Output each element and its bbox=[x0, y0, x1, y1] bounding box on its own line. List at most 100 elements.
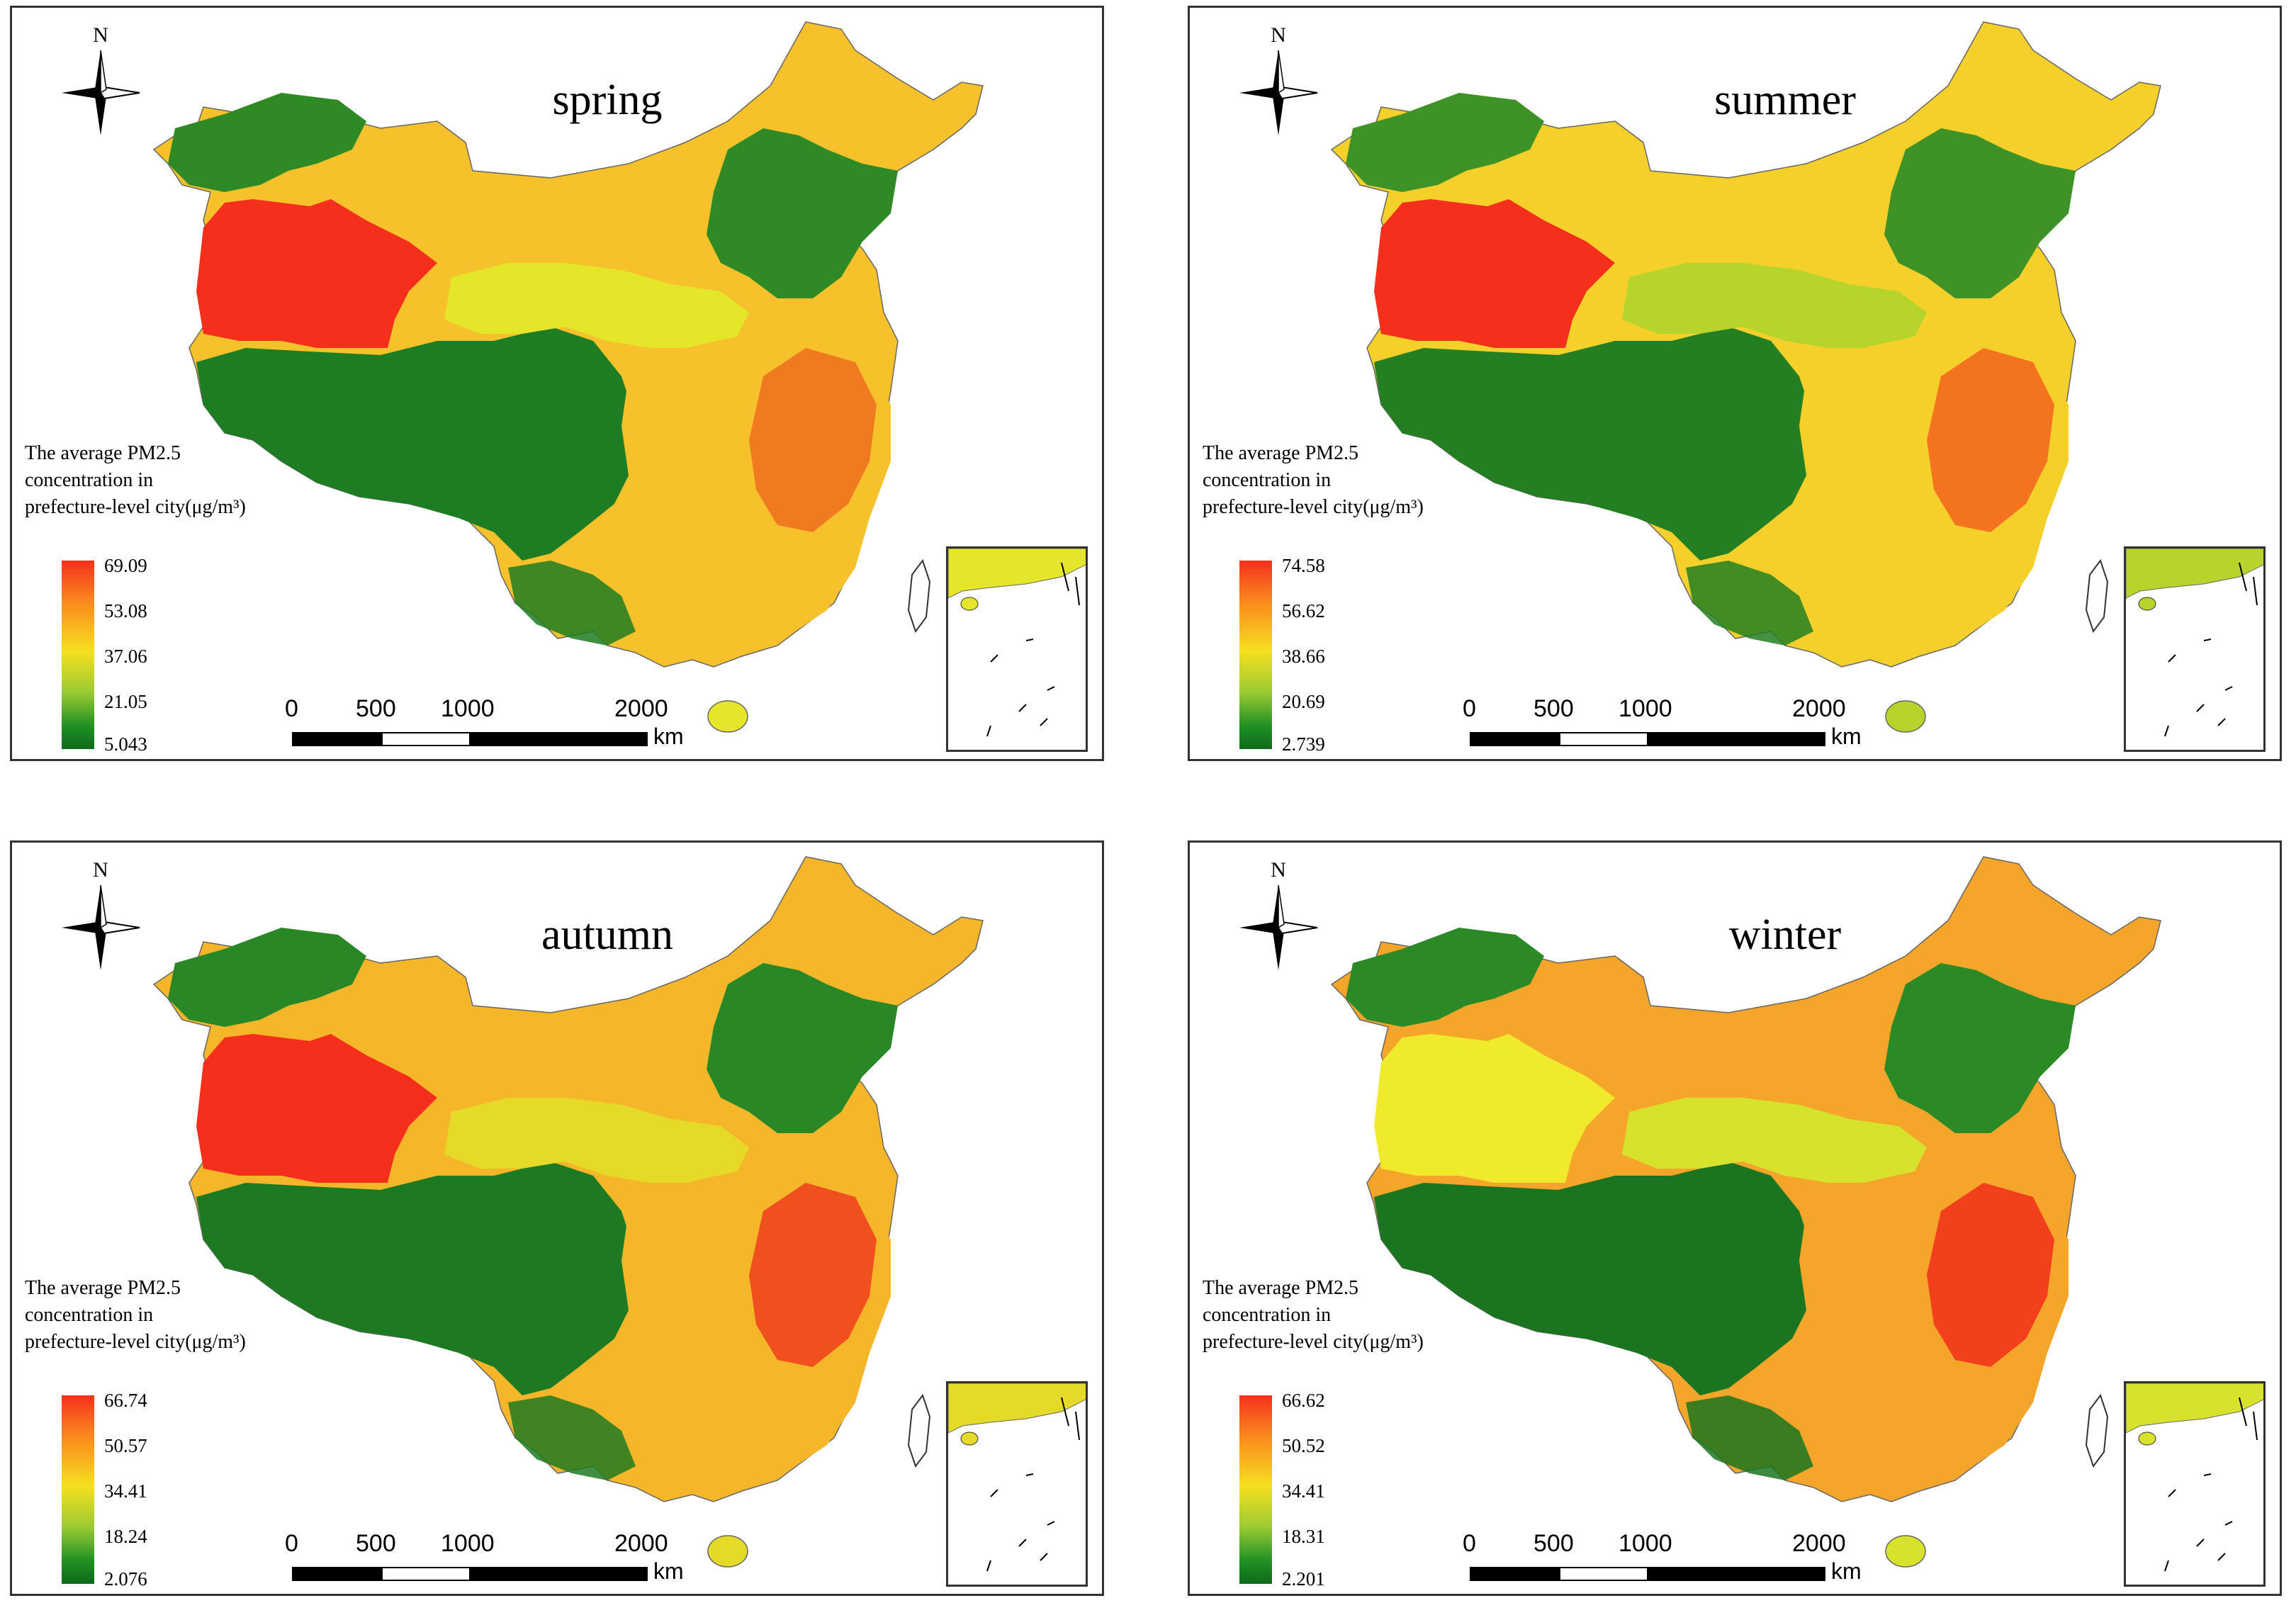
compass-north-arrow-icon bbox=[62, 884, 140, 970]
legend-title-line-1: The average PM2.5 bbox=[25, 1277, 181, 1299]
china-choropleth-map bbox=[152, 856, 984, 1568]
legend-color-ramp bbox=[1239, 561, 1272, 749]
region-north-central bbox=[1622, 263, 1927, 348]
legend-color-ramp bbox=[1239, 1395, 1272, 1584]
scale-label-0: 0 bbox=[285, 1530, 298, 1557]
scale-label-2000: 2000 bbox=[1792, 1530, 1846, 1557]
legend-title: The average PM2.5 concentration in prefe… bbox=[1203, 1275, 1500, 1356]
scale-label-2000: 2000 bbox=[1792, 695, 1846, 722]
scale-label-0: 0 bbox=[1463, 695, 1476, 722]
legend-title-line-3: prefecture-level city(μg/m³) bbox=[25, 496, 246, 518]
legend-title-line-3: prefecture-level city(μg/m³) bbox=[1203, 496, 1424, 518]
north-label: N bbox=[1271, 23, 1286, 47]
compass-north-arrow-icon bbox=[1239, 884, 1318, 970]
scale-bar-segment-2 bbox=[381, 732, 471, 746]
region-north-central bbox=[444, 1098, 749, 1183]
china-choropleth-map bbox=[1330, 856, 2161, 1568]
legend-color-ramp bbox=[62, 561, 94, 749]
inset-hainan bbox=[960, 1432, 979, 1446]
inset-hainan bbox=[2138, 1432, 2156, 1446]
region-south-green bbox=[508, 1395, 636, 1480]
region-north-central bbox=[444, 263, 749, 348]
scale-label-500: 500 bbox=[1534, 695, 1574, 722]
legend-title: The average PM2.5 concentration in prefe… bbox=[25, 440, 322, 521]
scale-label-1000: 1000 bbox=[1619, 695, 1672, 722]
scale-label-0: 0 bbox=[285, 695, 298, 722]
inset-map bbox=[948, 549, 1086, 737]
scale-label-2000: 2000 bbox=[614, 1530, 668, 1557]
legend-title-line-1: The average PM2.5 bbox=[1203, 1277, 1359, 1299]
season-title: spring bbox=[552, 76, 663, 124]
legend-value-min: 2.076 bbox=[104, 1568, 147, 1590]
scale-unit: km bbox=[653, 724, 684, 749]
region-hainan-island bbox=[1885, 700, 1926, 733]
scale-unit: km bbox=[1831, 724, 1862, 749]
legend-title-line-2: concentration in bbox=[25, 1304, 154, 1326]
legend-title-line-3: prefecture-level city(μg/m³) bbox=[25, 1331, 246, 1353]
china-choropleth-map bbox=[152, 21, 984, 733]
legend-value-3: 34.41 bbox=[104, 1480, 147, 1502]
legend-value-min: 2.739 bbox=[1282, 733, 1325, 755]
south-china-sea-inset bbox=[946, 546, 1088, 752]
region-taiwan-outline bbox=[907, 558, 931, 634]
region-east-core bbox=[749, 348, 877, 532]
north-label: N bbox=[1271, 858, 1286, 882]
season-title: autumn bbox=[541, 911, 673, 959]
inset-coast bbox=[2126, 1383, 2263, 1434]
inset-map bbox=[948, 1383, 1086, 1572]
region-hainan-island bbox=[707, 1535, 748, 1568]
scale-label-1000: 1000 bbox=[441, 1530, 495, 1557]
legend-value-4: 18.24 bbox=[104, 1526, 147, 1547]
legend-value-3: 38.66 bbox=[1282, 646, 1325, 667]
legend-value-3: 37.06 bbox=[104, 646, 147, 667]
region-plateau bbox=[196, 1162, 636, 1395]
inset-islands bbox=[2164, 1397, 2258, 1572]
legend-value-4: 21.05 bbox=[104, 691, 147, 712]
legend-value-max: 66.62 bbox=[1282, 1390, 1325, 1411]
inset-islands bbox=[986, 1397, 1080, 1572]
legend-value-min: 2.201 bbox=[1282, 1568, 1325, 1590]
legend-value-min: 5.043 bbox=[104, 733, 147, 755]
inset-hainan bbox=[2138, 597, 2156, 611]
scale-bar-segment-2 bbox=[1559, 732, 1648, 746]
scale-label-2000: 2000 bbox=[614, 695, 668, 722]
scale-bar-segment-2 bbox=[1559, 1567, 1648, 1581]
region-plateau bbox=[1374, 1162, 1813, 1395]
legend-color-ramp bbox=[62, 1395, 94, 1584]
legend-title-line-2: concentration in bbox=[25, 469, 154, 491]
region-south-green bbox=[1686, 1395, 1813, 1480]
scale-bar-segment-3 bbox=[1647, 1567, 1825, 1581]
region-taiwan-outline bbox=[2085, 558, 2109, 634]
scale-bar-segment-1 bbox=[292, 1567, 383, 1581]
legend-value-4: 18.31 bbox=[1282, 1526, 1325, 1547]
legend-value-2: 53.08 bbox=[104, 600, 147, 621]
scale-unit: km bbox=[653, 1558, 684, 1584]
scale-label-1000: 1000 bbox=[1619, 1530, 1672, 1557]
region-east-core bbox=[1927, 1183, 2054, 1367]
region-east-core bbox=[1927, 348, 2054, 532]
region-west-basin bbox=[1374, 1034, 1615, 1183]
region-northeast bbox=[707, 128, 898, 298]
scale-bar-segment-3 bbox=[469, 1567, 648, 1581]
north-label: N bbox=[93, 858, 108, 882]
legend-title-line-2: concentration in bbox=[1203, 1304, 1332, 1326]
region-south-green bbox=[508, 561, 636, 646]
region-east-core bbox=[749, 1183, 877, 1367]
scale-label-1000: 1000 bbox=[441, 695, 495, 722]
north-label: N bbox=[93, 23, 108, 47]
region-northeast bbox=[1884, 963, 2076, 1133]
legend-value-max: 69.09 bbox=[104, 555, 147, 576]
inset-map bbox=[2126, 1383, 2263, 1572]
legend-title-line-1: The average PM2.5 bbox=[1203, 442, 1359, 464]
legend-title-line-2: concentration in bbox=[1203, 469, 1332, 491]
legend-title-line-1: The average PM2.5 bbox=[25, 442, 181, 464]
region-south-green bbox=[1686, 561, 1813, 646]
south-china-sea-inset bbox=[946, 1381, 1088, 1587]
region-north-central bbox=[1622, 1098, 1927, 1183]
scale-label-500: 500 bbox=[1534, 1530, 1574, 1557]
region-northwest-border bbox=[1346, 93, 1544, 192]
scale-label-500: 500 bbox=[356, 695, 396, 722]
map-panel-autumn: N autumn The average PM2.5 concentration… bbox=[10, 840, 1104, 1596]
legend-value-2: 50.52 bbox=[1282, 1435, 1325, 1456]
legend-value-4: 20.69 bbox=[1282, 691, 1325, 712]
